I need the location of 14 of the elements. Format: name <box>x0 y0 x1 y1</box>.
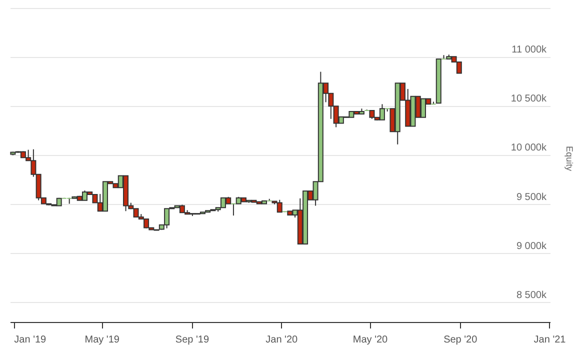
x-tick-label: Sep '19 <box>175 334 210 346</box>
y-tick-label: 10 000k <box>510 142 548 154</box>
x-tick-label: Jan '19 <box>14 334 47 346</box>
x-tick-label: Jan '21 <box>534 334 566 346</box>
y-axis-title: Equity <box>564 146 574 172</box>
x-tick-label: Sep '20 <box>444 334 478 346</box>
y-tick-label: 10 500k <box>510 94 548 105</box>
x-tick-label: May '20 <box>352 334 388 346</box>
y-tick-label: 9 000k <box>516 240 548 252</box>
x-tick-label: Jan '20 <box>266 334 298 346</box>
y-tick-label: 11 000k <box>512 44 548 56</box>
y-tick-label: 9 500k <box>516 192 548 203</box>
x-tick-label: May '19 <box>84 334 120 346</box>
y-tick-label: 8 500k <box>516 290 548 301</box>
